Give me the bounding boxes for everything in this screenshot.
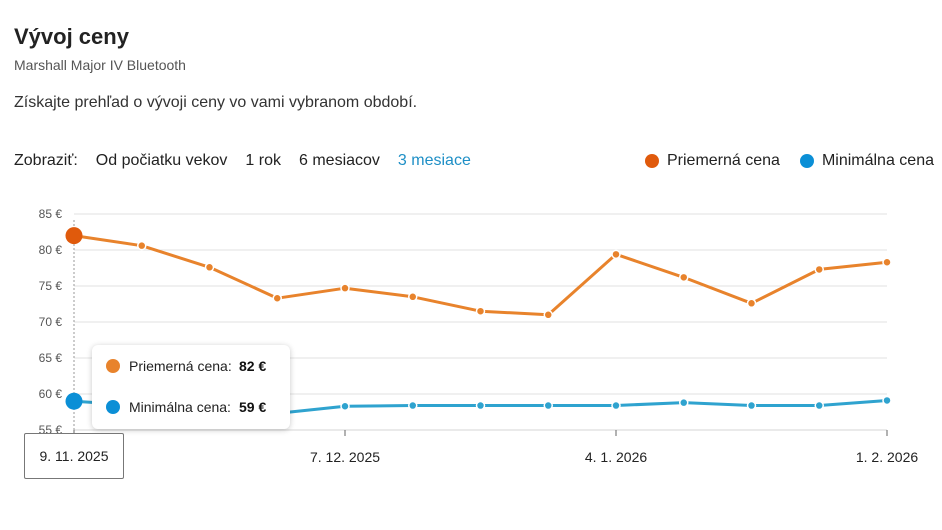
minimum-price-point [814, 400, 824, 411]
range-option-1-year[interactable]: 1 rok [245, 152, 281, 169]
average-price-point [814, 264, 824, 275]
minimum-price-point [65, 392, 83, 410]
average-price-point [882, 257, 892, 267]
average-price-point [204, 262, 215, 273]
filter-label: Zobraziť: [14, 152, 78, 169]
average-price-point [408, 292, 418, 302]
y-tick-label: 60 € [39, 387, 63, 401]
x-tick-label: 7. 12. 2025 [310, 449, 380, 465]
legend-label-average: Priemerná cena [666, 152, 780, 169]
page-title: Vývoj ceny [14, 24, 129, 49]
tooltip-value-average: 82 € [239, 358, 267, 374]
average-price-point [746, 298, 757, 309]
minimum-price-point [679, 397, 689, 408]
chart-legend: Priemerná cena Minimálna cena [625, 152, 934, 170]
average-price-dot-icon [106, 359, 120, 373]
y-tick-label: 65 € [39, 351, 63, 365]
chart-tooltip: Priemerná cena: 82 € Minimálna cena: 59 … [92, 345, 290, 429]
minimum-price-point [340, 401, 350, 411]
tooltip-label-average: Priemerná cena: [129, 358, 232, 374]
tooltip-row-minimum: Minimálna cena: 59 € [106, 399, 266, 415]
legend-label-minimum: Minimálna cena [821, 152, 934, 169]
description: Získajte prehľad o vývoji ceny vo vami v… [14, 94, 418, 111]
x-tick-label: 4. 1. 2026 [585, 449, 647, 465]
range-option-6-months[interactable]: 6 mesiacov [299, 152, 380, 169]
minimum-price-point [882, 395, 892, 406]
y-tick-label: 70 € [39, 315, 63, 329]
range-option-all-time[interactable]: Od počiatku vekov [95, 152, 228, 169]
x-tick-label: 1. 2. 2026 [856, 449, 918, 465]
tooltip-label-minimum: Minimálna cena: [129, 399, 231, 415]
average-price-point [611, 249, 621, 260]
average-price-point [679, 272, 689, 283]
average-price-point [65, 227, 83, 245]
average-price-point [475, 306, 486, 316]
y-tick-label: 75 € [39, 279, 63, 293]
average-price-point [272, 293, 282, 303]
minimum-price-point [408, 400, 418, 411]
y-tick-label: 80 € [39, 243, 63, 257]
minimum-price-point [746, 400, 757, 411]
average-price-line [72, 234, 889, 317]
minimum-price-point [611, 400, 621, 411]
crosshair-date-label: 9. 11. 2025 [24, 433, 124, 479]
product-name: Marshall Major IV Bluetooth [14, 57, 186, 73]
minimum-price-point [475, 400, 486, 411]
average-price-point [543, 310, 553, 320]
minimum-price-point [543, 400, 553, 411]
legend-item-minimum[interactable]: Minimálna cena [799, 152, 934, 170]
minimum-price-dot-icon [799, 154, 814, 168]
y-tick-label: 85 € [39, 207, 63, 221]
average-price-dot-icon [644, 154, 659, 168]
minimum-price-dot-icon [106, 400, 120, 414]
tooltip-row-average: Priemerná cena: 82 € [106, 358, 266, 374]
average-price-point [137, 240, 147, 251]
tooltip-value-minimum: 59 € [239, 399, 267, 415]
average-price-point [340, 283, 350, 293]
legend-item-average[interactable]: Priemerná cena [644, 152, 780, 170]
range-option-3-months[interactable]: 3 mesiace [397, 152, 471, 169]
range-filter: Zobraziť: Od počiatku vekov 1 rok 6 mesi… [14, 152, 489, 170]
